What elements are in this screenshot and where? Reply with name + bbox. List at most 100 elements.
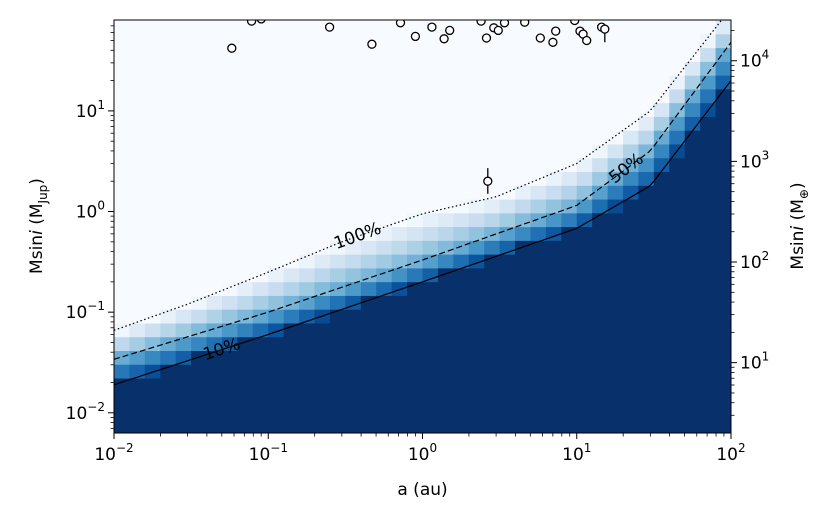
heatmap-cell — [576, 212, 593, 228]
heatmap-cell — [268, 295, 285, 310]
heatmap-cell — [252, 88, 269, 104]
heatmap-cell — [175, 322, 192, 338]
heatmap-cell — [515, 377, 532, 393]
heatmap-cell — [468, 405, 485, 420]
heatmap-cell — [700, 240, 717, 255]
heatmap-cell — [329, 116, 346, 131]
heatmap-cell — [422, 226, 439, 241]
heatmap-cell — [453, 130, 470, 145]
heatmap-cell — [638, 336, 655, 351]
heatmap-cell — [576, 198, 593, 214]
heatmap-cell — [221, 391, 238, 407]
heatmap-cell — [237, 240, 254, 255]
heatmap-cell — [314, 75, 331, 90]
heatmap-cell — [376, 254, 393, 269]
heatmap-cell — [407, 419, 424, 433]
heatmap-cell — [684, 322, 701, 338]
heatmap-cell — [545, 185, 562, 200]
heatmap-cell — [545, 295, 562, 310]
heatmap-cell — [561, 322, 578, 338]
heatmap-cell — [499, 143, 516, 159]
heatmap-cell — [561, 254, 578, 269]
heatmap-cell — [191, 377, 208, 393]
heatmap-cell — [314, 212, 331, 228]
heatmap-cell — [592, 116, 609, 131]
heatmap-cell — [252, 157, 269, 173]
heatmap-cell — [422, 405, 439, 420]
heatmap-cell — [191, 309, 208, 324]
heatmap-cell — [499, 61, 516, 76]
heatmap-cell — [407, 212, 424, 228]
heatmap-cell — [114, 212, 131, 228]
heatmap-cell — [407, 198, 424, 214]
heatmap-cell — [468, 364, 485, 379]
heatmap-cell — [545, 143, 562, 159]
heatmap-cell — [252, 391, 269, 407]
heatmap-cell — [114, 267, 131, 283]
heatmap-cell — [129, 185, 146, 200]
heatmap-cell — [576, 350, 593, 365]
heatmap-cell — [407, 88, 424, 104]
heatmap-cell — [638, 20, 655, 35]
y-right-tick-label: 104 — [740, 48, 769, 72]
heatmap-cell — [252, 336, 269, 351]
heatmap-cell — [700, 350, 717, 365]
heatmap-cell — [484, 364, 501, 379]
heatmap-cell — [607, 350, 624, 365]
heatmap-cell — [345, 350, 362, 365]
heatmap-cell — [129, 61, 146, 76]
heatmap-cell — [144, 267, 161, 283]
heatmap-cell — [561, 240, 578, 255]
heatmap-cell — [638, 88, 655, 104]
heatmap-cell — [515, 322, 532, 338]
heatmap-cell — [191, 198, 208, 214]
heatmap-cell — [160, 130, 177, 145]
heatmap-cell — [638, 171, 655, 186]
heatmap-cell — [530, 171, 547, 186]
heatmap-cell — [638, 143, 655, 159]
heatmap-cell — [191, 322, 208, 338]
heatmap-cell — [499, 309, 516, 324]
heatmap-cell — [607, 33, 624, 49]
heatmap-cell — [484, 309, 501, 324]
heatmap-cell — [484, 419, 501, 433]
heatmap-cell — [623, 377, 640, 393]
heatmap-cell — [499, 171, 516, 186]
heatmap-cell — [453, 240, 470, 255]
heatmap-cell — [329, 364, 346, 379]
heatmap-cell — [314, 226, 331, 241]
heatmap-cell — [653, 350, 670, 365]
heatmap-cell — [314, 47, 331, 62]
heatmap-cell — [468, 295, 485, 310]
heatmap-cell — [283, 226, 300, 241]
heatmap-cell — [345, 47, 362, 62]
heatmap-cell — [206, 267, 223, 283]
heatmap-cell — [376, 198, 393, 214]
heatmap-cell — [221, 212, 238, 228]
heatmap-cell — [453, 350, 470, 365]
heatmap-cell — [345, 336, 362, 351]
heatmap-cell — [545, 254, 562, 269]
heatmap-cell — [623, 116, 640, 131]
heatmap-cell — [360, 405, 377, 420]
heatmap-cell — [484, 322, 501, 338]
heatmap-cell — [299, 377, 316, 393]
heatmap-cell — [314, 364, 331, 379]
heatmap-cell — [314, 405, 331, 420]
heatmap-cell — [345, 157, 362, 173]
heatmap-cell — [592, 212, 609, 228]
heatmap-cell — [499, 350, 516, 365]
heatmap-cell — [268, 391, 285, 407]
heatmap-cell — [144, 20, 161, 35]
heatmap-cell — [715, 322, 731, 338]
heatmap-cell — [160, 102, 177, 117]
heatmap-cell — [206, 309, 223, 324]
heatmap-cell — [499, 419, 516, 433]
heatmap-cell — [499, 88, 516, 104]
heatmap-cell — [653, 377, 670, 393]
heatmap-cell — [191, 254, 208, 269]
heatmap-cell — [191, 185, 208, 200]
heatmap-cell — [715, 419, 731, 433]
heatmap-cell — [252, 364, 269, 379]
